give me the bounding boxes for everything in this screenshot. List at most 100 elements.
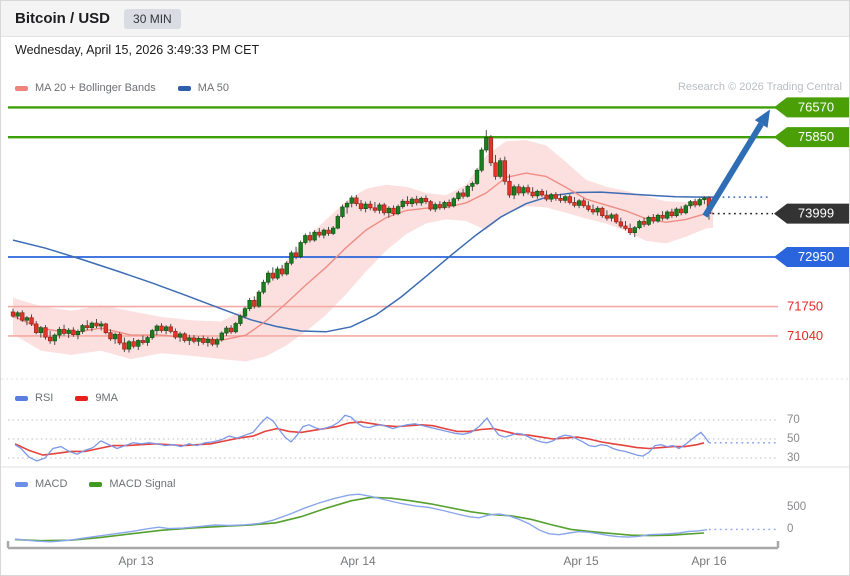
candle-body <box>618 221 623 227</box>
candle-body <box>674 208 679 217</box>
candle-body <box>702 197 707 200</box>
macd-legend-label: MACD <box>35 478 68 490</box>
rsi-tick-label-50: 50 <box>787 433 800 445</box>
candle-body <box>623 225 628 229</box>
candle-body <box>419 197 424 204</box>
candle-body <box>168 326 173 332</box>
candle-body <box>414 198 419 204</box>
candle-body <box>576 200 582 206</box>
candle-body <box>103 323 108 333</box>
candle-body <box>581 200 586 207</box>
candle-body <box>349 197 354 204</box>
candle-body <box>71 329 76 336</box>
ma50-legend-swatch <box>177 85 191 91</box>
candle-body <box>544 194 549 200</box>
candle-body <box>665 211 670 219</box>
candle-body <box>24 317 30 321</box>
ma50-line <box>12 191 713 333</box>
candle-body <box>298 242 303 257</box>
candle-body <box>655 214 661 222</box>
price-tag-label-75850: 75850 <box>798 129 834 144</box>
candle-body <box>163 326 169 331</box>
candle-body <box>456 192 461 200</box>
rsi-ma-legend-swatch <box>75 395 89 401</box>
candle-body <box>637 221 642 229</box>
ma20-bollinger-legend-label: MA 20 + Bollinger Bands <box>35 82 156 94</box>
candle-body <box>386 207 391 214</box>
candle-body <box>150 330 155 338</box>
forecast-arrow-head <box>754 109 770 128</box>
rsi-legend-swatch <box>15 395 28 401</box>
candle-body <box>604 215 610 219</box>
candle-body <box>609 214 614 219</box>
candle-body <box>358 203 364 210</box>
candle-body <box>692 201 698 206</box>
candle-body <box>112 333 118 340</box>
candle-body <box>679 208 684 214</box>
candle-body <box>66 329 71 334</box>
candle-body <box>391 207 396 214</box>
candle-body <box>122 342 127 350</box>
candle-body <box>108 332 113 340</box>
candle-body <box>553 194 559 199</box>
candle-body <box>159 325 164 331</box>
candle-body <box>595 207 600 213</box>
candle-body <box>228 327 234 333</box>
candle-body <box>451 198 456 207</box>
candle-body <box>224 327 229 334</box>
candle-body <box>400 200 405 207</box>
rsi-tick-label-30: 30 <box>787 452 800 464</box>
candle-body <box>29 317 34 325</box>
candle-body <box>530 191 535 197</box>
candle-body <box>247 300 252 310</box>
candle-body <box>627 228 633 233</box>
macd-signal-legend-swatch <box>89 481 103 487</box>
macd-tick-label-500: 500 <box>787 501 806 513</box>
candle-body <box>447 202 452 207</box>
candle-body <box>437 204 443 208</box>
candle-body <box>187 337 192 341</box>
candle-body <box>140 340 146 343</box>
date-label-Apr-13: Apr 13 <box>118 554 154 568</box>
macd-signal-legend-label: MACD Signal <box>109 478 176 490</box>
candle-body <box>57 328 62 336</box>
candle-body <box>215 339 220 345</box>
date-label-Apr-14: Apr 14 <box>340 554 376 568</box>
ma20-line <box>12 172 714 342</box>
date-label-Apr-15: Apr 15 <box>563 554 599 568</box>
candle-body <box>279 268 285 275</box>
candle-body <box>117 333 122 344</box>
price-tag-75850 <box>774 127 849 148</box>
candle-body <box>219 332 224 340</box>
price-tag-76570 <box>774 97 849 118</box>
candle-body <box>52 334 57 342</box>
candle-body <box>382 204 387 214</box>
candle-body <box>525 187 531 193</box>
candle-body <box>94 322 99 327</box>
macd-line <box>14 493 708 543</box>
candle-body <box>173 331 178 338</box>
rsi-tick-label-70: 70 <box>787 414 800 426</box>
candle-body <box>270 272 275 279</box>
date-label-Apr-16: Apr 16 <box>691 554 727 568</box>
candle-body <box>572 202 577 206</box>
candle-body <box>34 323 39 333</box>
candle-body <box>377 204 382 211</box>
candle-body <box>535 190 540 197</box>
candle-body <box>154 325 159 331</box>
rsi-legend-label: RSI <box>35 392 54 404</box>
candle-body <box>256 291 262 307</box>
rsi-line <box>14 414 710 462</box>
candle-body <box>289 252 294 264</box>
header-bar: Bitcoin / USD 30 MIN <box>1 1 849 37</box>
candle-body <box>136 340 141 347</box>
candle-body <box>600 207 605 217</box>
candle-body <box>293 252 299 257</box>
candle-body <box>131 341 136 347</box>
candle-body <box>335 216 340 229</box>
candle-body <box>567 196 572 203</box>
candle-body <box>511 186 517 196</box>
candle-body <box>660 214 665 219</box>
price-level-label-71750: 71750 <box>787 299 823 314</box>
